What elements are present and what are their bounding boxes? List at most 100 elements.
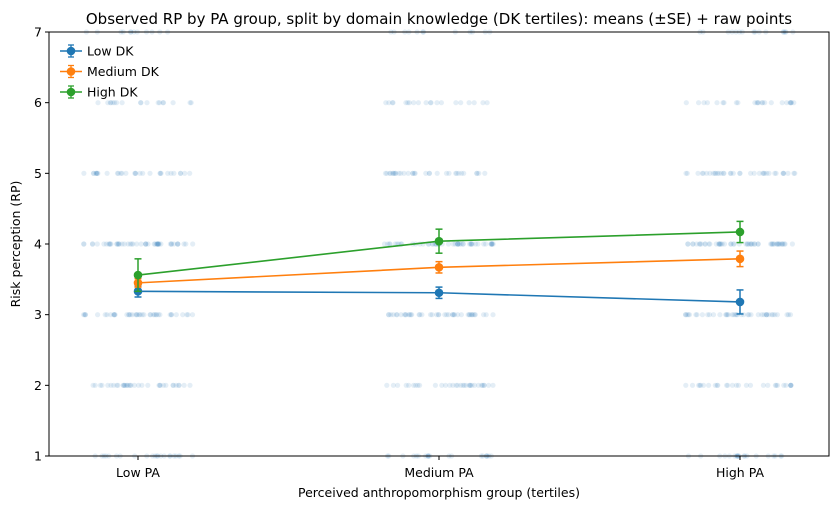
raw-point [745,241,751,247]
raw-point [695,170,701,176]
raw-point [455,241,461,247]
raw-point [791,170,797,176]
raw-point [157,170,163,176]
raw-point [182,170,188,176]
raw-point [114,241,120,247]
raw-point [696,100,702,106]
raw-point [481,382,487,388]
raw-point [698,241,704,247]
raw-point [150,312,156,318]
raw-point [774,241,780,247]
raw-point [788,382,794,388]
raw-point [714,170,721,176]
raw-point [416,312,422,318]
raw-point [383,100,389,106]
raw-point [132,170,139,176]
raw-point [180,312,186,318]
raw-point [93,170,99,176]
raw-point [147,170,153,176]
raw-point [490,241,496,247]
raw-point [685,312,692,318]
raw-point [467,382,473,388]
raw-point [187,100,193,106]
raw-point [780,241,786,247]
raw-point [392,170,399,176]
raw-point [387,170,393,176]
raw-point [694,241,700,247]
raw-point [475,382,481,388]
raw-point [95,170,101,176]
raw-point [185,312,191,318]
raw-point [699,312,706,318]
raw-point [469,241,475,247]
raw-point [170,382,176,388]
raw-point [755,100,761,106]
raw-point [126,312,132,318]
raw-point [469,382,475,388]
raw-point [406,382,412,388]
raw-point [785,312,792,318]
legend: Low DK Medium DK High DK [60,44,160,100]
raw-point [755,312,761,318]
raw-point [784,100,790,106]
raw-point [405,170,411,176]
raw-point [704,170,710,176]
raw-point [160,100,166,106]
raw-point [773,382,779,388]
raw-point [776,241,782,247]
raw-point [417,312,423,318]
raw-point [154,241,160,247]
raw-point [127,312,133,318]
raw-point [773,170,779,176]
raw-point [411,100,417,106]
raw-point [468,241,474,247]
raw-point [471,382,478,388]
raw-point [140,170,146,176]
raw-point [481,241,487,247]
raw-point [683,170,689,176]
raw-point [762,100,768,106]
raw-point [700,170,706,176]
raw-point [731,241,737,247]
raw-point [490,312,496,318]
raw-point [390,382,396,388]
raw-point [163,382,169,388]
raw-point [721,170,727,176]
raw-point [747,382,754,388]
raw-point [467,382,473,388]
raw-point [787,100,794,106]
raw-point [777,241,783,247]
raw-point [728,241,734,247]
raw-point [129,241,135,247]
raw-point [780,170,787,176]
raw-point [471,100,477,106]
raw-point [153,312,159,318]
raw-point [151,312,157,318]
raw-point [157,382,163,388]
raw-point [434,312,440,318]
raw-point [187,170,193,176]
raw-point [123,170,129,176]
raw-point [127,241,133,247]
raw-point [455,241,461,247]
raw-point [160,100,167,106]
raw-point [155,241,161,247]
raw-point [415,100,421,106]
raw-point [472,312,478,318]
raw-point [780,170,786,176]
raw-point [713,170,719,176]
raw-point [175,241,181,247]
raw-point [762,170,768,176]
raw-point [110,100,116,106]
raw-point [154,241,160,247]
raw-point [390,170,396,176]
series-point [434,263,444,272]
raw-point [394,312,400,318]
raw-point [769,312,775,318]
series-point [434,288,444,298]
raw-point [769,241,775,247]
raw-points [81,29,798,459]
y-axis-label: Risk perception (RP) [8,181,23,308]
raw-point [458,382,464,388]
raw-point [707,170,713,176]
